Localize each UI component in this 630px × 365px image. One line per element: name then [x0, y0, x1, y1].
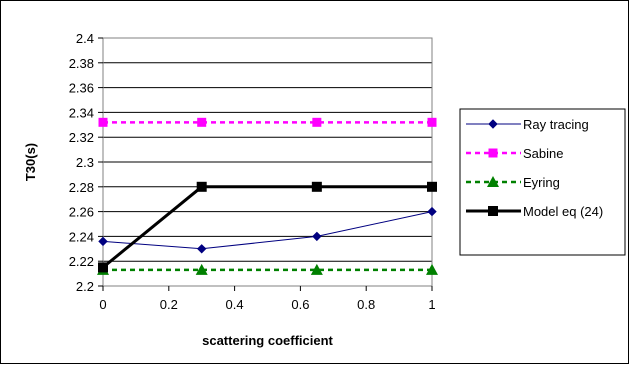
y-tick-label: 2.22	[69, 254, 94, 269]
y-tick-label: 2.2	[76, 279, 94, 294]
x-tick-label: 0.2	[160, 297, 178, 312]
data-point	[98, 236, 108, 247]
x-tick-label: 1	[428, 297, 435, 312]
data-point	[98, 117, 108, 127]
legend-marker	[488, 148, 498, 158]
y-tick-label: 2.4	[76, 31, 94, 46]
y-tick-label: 2.32	[69, 130, 94, 145]
legend-item: Ray tracing	[466, 117, 589, 132]
legend-item: Model eq (24)	[466, 204, 603, 219]
legend-label: Eyring	[523, 175, 560, 190]
data-point	[427, 206, 437, 217]
legend-marker	[488, 119, 498, 129]
series-line	[102, 211, 433, 250]
series-line	[102, 185, 432, 269]
data-point	[196, 181, 207, 192]
y-tick-label: 2.24	[69, 229, 94, 244]
series-layer	[97, 117, 438, 275]
data-point	[311, 181, 322, 192]
y-tick-label: 2.38	[69, 56, 94, 71]
data-point	[427, 181, 437, 192]
x-tick-label: 0.8	[357, 297, 375, 312]
data-point	[310, 263, 323, 275]
data-point	[426, 263, 438, 275]
x-axis-title: scattering coefficient	[202, 333, 333, 348]
y-tick-label: 2.36	[69, 81, 94, 96]
data-point	[195, 263, 208, 275]
y-axis-title: T30(s)	[23, 143, 38, 181]
data-point	[196, 244, 207, 254]
legend-label: Model eq (24)	[523, 204, 603, 219]
x-tick-label: 0.6	[291, 297, 309, 312]
series-eyring	[97, 263, 438, 275]
y-tick-label: 2.3	[76, 155, 94, 170]
data-point	[197, 117, 207, 127]
legend-marker	[488, 206, 498, 216]
y-axis: 2.2 2.22 2.24 2.26 2.28 2.3 2.32 2.34 2.36 2.38 2.…	[69, 31, 103, 294]
y-tick-label: 2.28	[69, 180, 94, 195]
legend-item: Sabine	[466, 146, 563, 161]
legend-marker	[487, 176, 499, 187]
x-tick-label: 0.4	[226, 297, 244, 312]
grid	[103, 37, 432, 287]
legend-label: Ray tracing	[523, 117, 589, 132]
data-point	[427, 117, 437, 127]
y-tick-label: 2.34	[69, 105, 94, 120]
data-point	[312, 117, 322, 127]
data-point	[312, 231, 322, 242]
data-point	[98, 262, 108, 273]
x-axis: 0 0.2 0.4 0.6 0.8 1	[99, 286, 436, 312]
series-sabine	[98, 117, 437, 127]
legend: Ray tracing Sabine Eyring Model eq (24)	[459, 108, 626, 256]
legend-label: Sabine	[523, 146, 563, 161]
series-ray-tracing	[98, 206, 437, 254]
legend-item: Eyring	[466, 175, 560, 190]
series-model-eq-24-	[98, 181, 437, 273]
y-tick-label: 2.26	[69, 205, 94, 220]
x-tick-label: 0	[99, 297, 106, 312]
